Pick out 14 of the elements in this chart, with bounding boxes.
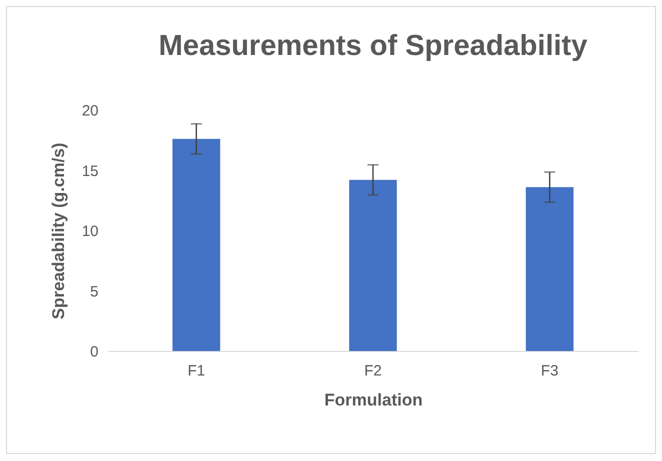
x-tick-label: F2 (364, 362, 382, 380)
bar (172, 138, 220, 351)
chart-title: Measurements of Spreadability (158, 30, 588, 62)
y-tick-label: 10 (82, 223, 98, 240)
y-tick-label: 20 (82, 102, 98, 120)
bar (526, 187, 574, 351)
y-tick-label: 5 (90, 283, 98, 300)
x-tick-label: F1 (188, 362, 206, 380)
bar (349, 180, 397, 351)
y-tick-label: 0 (90, 344, 98, 360)
x-axis-title: Formulation (324, 390, 423, 410)
x-tick-label: F3 (540, 362, 558, 380)
y-tick-label: 15 (82, 162, 98, 180)
y-axis-title: Spreadability (g.cm/s) (48, 142, 68, 320)
